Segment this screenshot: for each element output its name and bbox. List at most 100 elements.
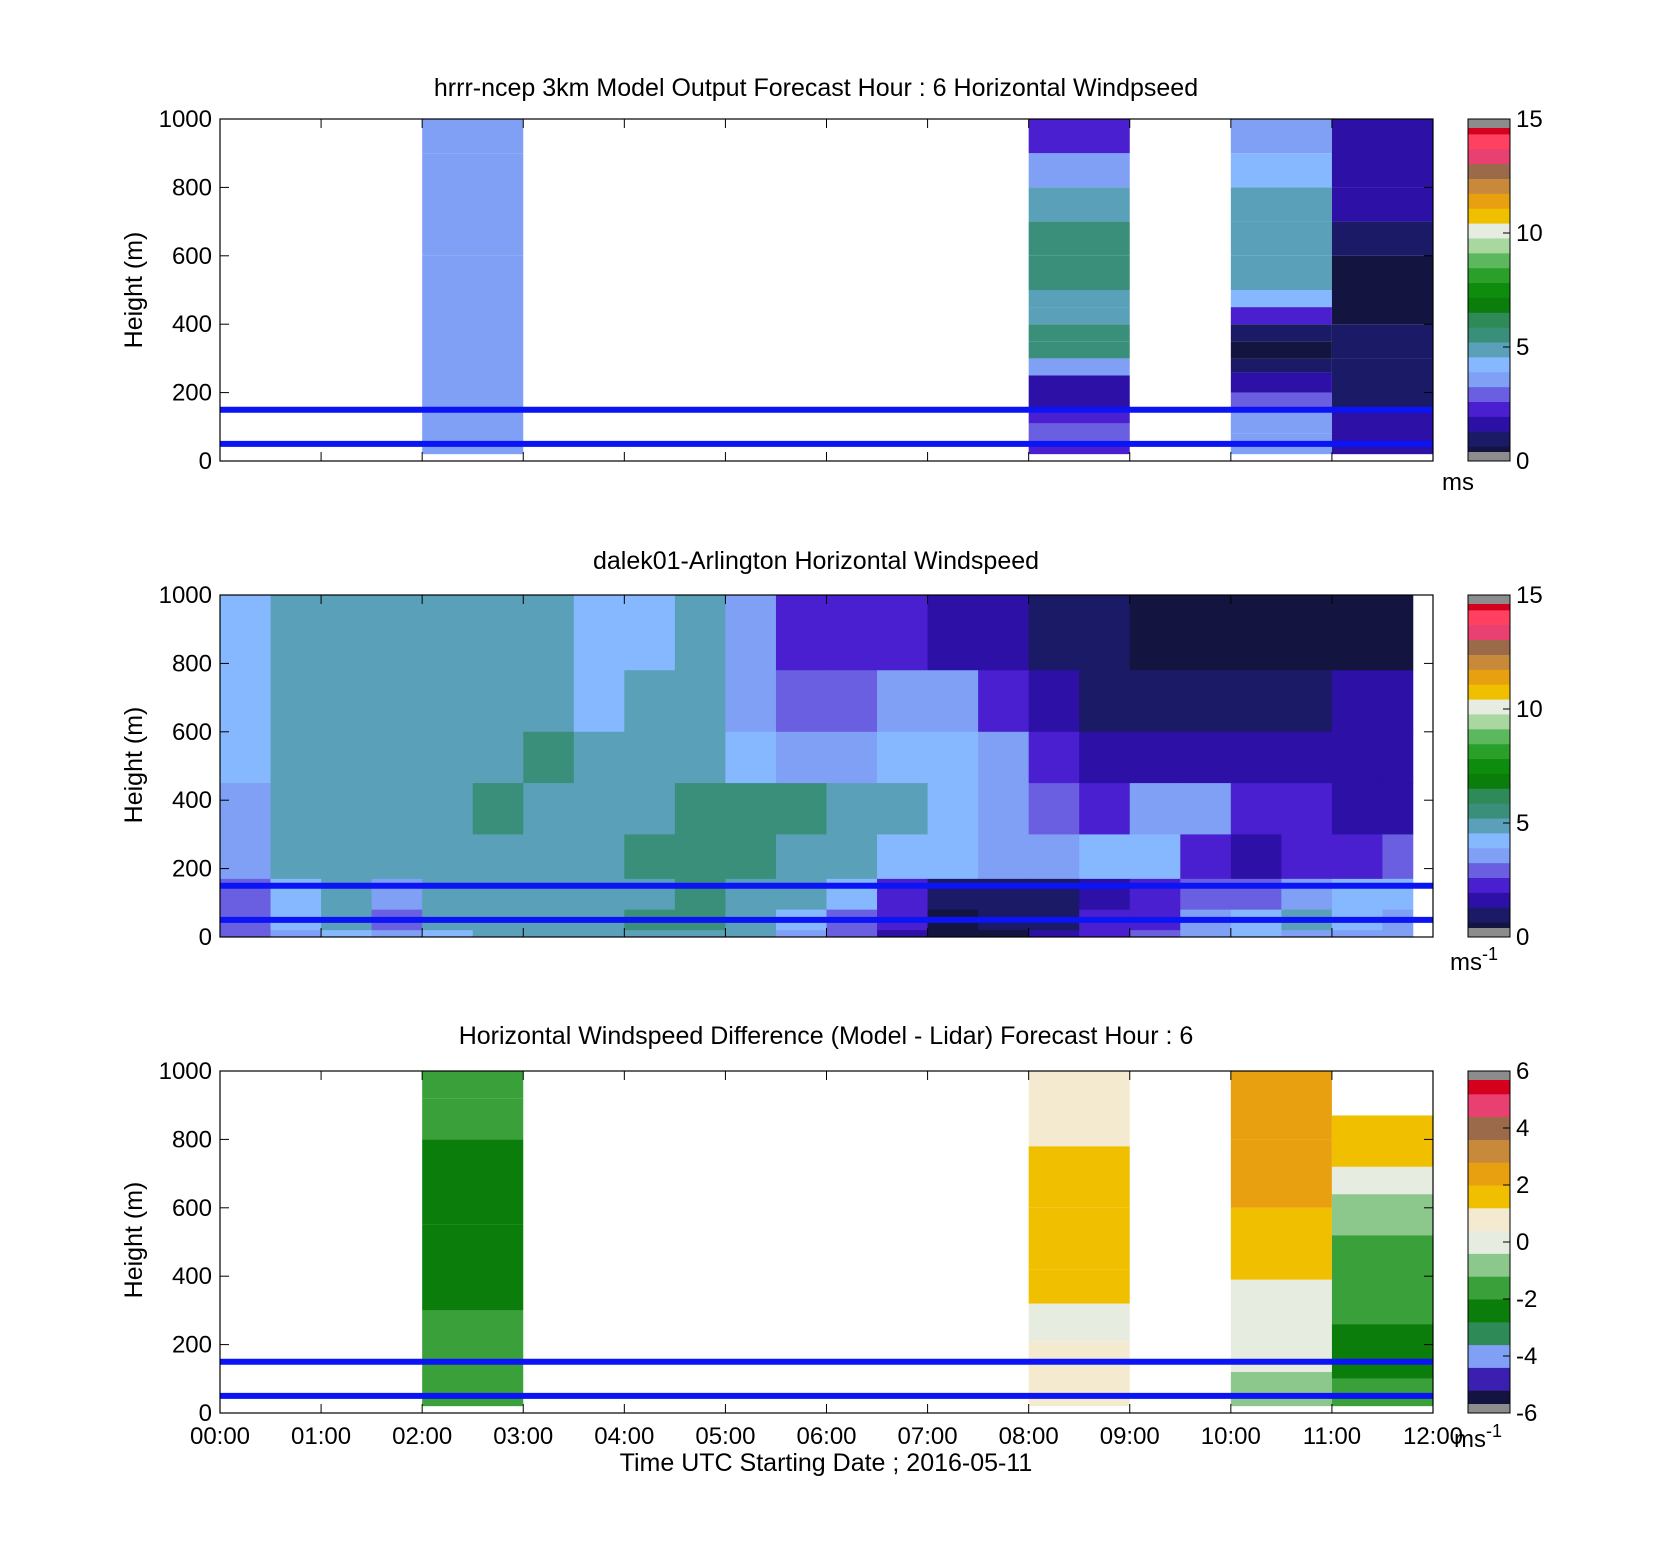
y-tick-label: 400 bbox=[172, 787, 212, 814]
lidar-cell bbox=[270, 670, 322, 733]
difference-cell bbox=[1331, 1378, 1433, 1407]
model-cell bbox=[1230, 341, 1332, 359]
colorbar-swatch bbox=[1468, 624, 1510, 641]
difference-panel: Horizontal Windspeed Difference (Model -… bbox=[120, 1022, 1537, 1477]
model-cell bbox=[1028, 255, 1130, 290]
colorbar-swatch bbox=[1468, 386, 1510, 403]
model-cell bbox=[1028, 409, 1130, 424]
model-panel: hrrr-ncep 3km Model Output Forecast Hour… bbox=[120, 74, 1543, 496]
y-tick-label: 200 bbox=[172, 1332, 212, 1359]
lidar-cell bbox=[674, 930, 726, 938]
lidar-cell bbox=[624, 595, 676, 671]
difference-cell bbox=[1230, 1071, 1332, 1140]
y-tick-label: 400 bbox=[172, 311, 212, 338]
lidar-cell bbox=[624, 731, 676, 784]
lidar-cell bbox=[1382, 731, 1414, 784]
lidar-cell bbox=[220, 930, 272, 938]
colorbar-swatch bbox=[1468, 1185, 1510, 1209]
lidar-cell bbox=[371, 834, 423, 880]
lidar-cell bbox=[523, 834, 575, 880]
lidar-cell bbox=[220, 834, 272, 880]
y-tick-label: 1000 bbox=[159, 106, 212, 133]
lidar-cell bbox=[826, 783, 878, 835]
lidar-cell bbox=[1180, 930, 1232, 938]
lidar-cell bbox=[220, 670, 272, 733]
colorbar-swatch bbox=[1468, 252, 1510, 269]
model-cell bbox=[1331, 358, 1433, 410]
lidar-cell bbox=[1382, 783, 1414, 835]
colorbar-tick-label: 10 bbox=[1516, 220, 1543, 247]
colorbar-swatch bbox=[1468, 223, 1510, 239]
difference-cell bbox=[422, 1224, 524, 1311]
colorbar-tick-label: 0 bbox=[1516, 924, 1529, 951]
model-cell bbox=[1331, 255, 1433, 325]
lidar-cell bbox=[1079, 930, 1131, 938]
lidar-cell bbox=[1129, 731, 1181, 784]
model-cell bbox=[422, 153, 524, 256]
colorbar-swatch bbox=[1468, 803, 1510, 819]
model-plot-area: 0 200 400 600 800 1000 bbox=[159, 106, 1434, 475]
x-tick-label: 04:00 bbox=[594, 1423, 654, 1450]
lidar-cell bbox=[422, 783, 474, 835]
lidar-cell bbox=[775, 595, 827, 671]
model-cell bbox=[1230, 255, 1332, 290]
colorbar-tick-label: 5 bbox=[1516, 334, 1529, 361]
lidar-cell bbox=[1382, 834, 1414, 880]
lidar-cell bbox=[877, 783, 929, 835]
lidar-cell bbox=[1382, 670, 1414, 733]
lidar-cell bbox=[472, 834, 524, 880]
colorbar-swatch bbox=[1468, 832, 1510, 849]
lidar-cell bbox=[1230, 731, 1282, 784]
lidar-cell bbox=[674, 783, 726, 835]
colorbar-swatch bbox=[1468, 743, 1510, 760]
colorbar-tick-label: 4 bbox=[1516, 1115, 1529, 1142]
colorbar-swatch bbox=[1468, 758, 1510, 774]
lidar-cell bbox=[1331, 595, 1383, 671]
model-cell bbox=[1230, 433, 1332, 446]
model-panel-title: hrrr-ncep 3km Model Output Forecast Hour… bbox=[434, 74, 1198, 102]
difference-cell bbox=[1331, 1324, 1433, 1379]
colorbar-swatch bbox=[1468, 788, 1510, 804]
lidar-cell bbox=[472, 783, 524, 835]
colorbar-swatch bbox=[1468, 416, 1510, 432]
lidar-cell bbox=[270, 595, 322, 671]
model-cell bbox=[1028, 445, 1130, 455]
lidar-cell bbox=[978, 670, 1030, 733]
lidar-cell bbox=[1180, 595, 1232, 671]
lidar-cell bbox=[1281, 595, 1333, 671]
model-cell bbox=[1028, 324, 1130, 342]
y-tick-label: 0 bbox=[199, 448, 212, 475]
colorbar-tick-label: -2 bbox=[1516, 1286, 1537, 1313]
model-cell bbox=[1331, 119, 1433, 188]
lidar-cell bbox=[573, 930, 625, 938]
lidar-cell bbox=[775, 670, 827, 733]
model-cell bbox=[1230, 392, 1332, 410]
lidar-cell bbox=[775, 930, 827, 938]
colorbar-swatch bbox=[1468, 133, 1510, 150]
lidar-cell bbox=[321, 834, 373, 880]
lidar-cell bbox=[270, 731, 322, 784]
lidar-cell bbox=[1331, 670, 1383, 733]
lidar-cell bbox=[1028, 595, 1080, 671]
model-cell bbox=[1331, 221, 1433, 256]
lidar-cell bbox=[1281, 670, 1333, 733]
colorbar-swatch bbox=[1468, 728, 1510, 745]
lidar-cell bbox=[826, 670, 878, 733]
colorbar-overflow-cap bbox=[1468, 595, 1510, 604]
colorbar-swatch bbox=[1468, 1207, 1510, 1232]
x-axis-label: Time UTC Starting Date ; 2016-05-11 bbox=[620, 1449, 1033, 1477]
lidar-panel: dalek01-Arlington Horizontal Windspeed H… bbox=[120, 547, 1543, 976]
model-cell bbox=[1230, 187, 1332, 222]
x-tick-label: 00:00 bbox=[190, 1423, 250, 1450]
x-tick-label: 11:00 bbox=[1303, 1423, 1361, 1450]
lidar-cell bbox=[1230, 595, 1282, 671]
lidar-cell bbox=[422, 930, 474, 938]
y-tick-label: 1000 bbox=[159, 1058, 212, 1085]
x-tick-label: 02:00 bbox=[392, 1423, 452, 1450]
lidar-cell bbox=[826, 595, 878, 671]
colorbar-tick-label: 15 bbox=[1516, 106, 1543, 133]
colorbar-swatch bbox=[1468, 713, 1510, 730]
lidar-cell bbox=[270, 783, 322, 835]
lidar-colorbar-unit: ms-1 bbox=[1450, 944, 1498, 976]
